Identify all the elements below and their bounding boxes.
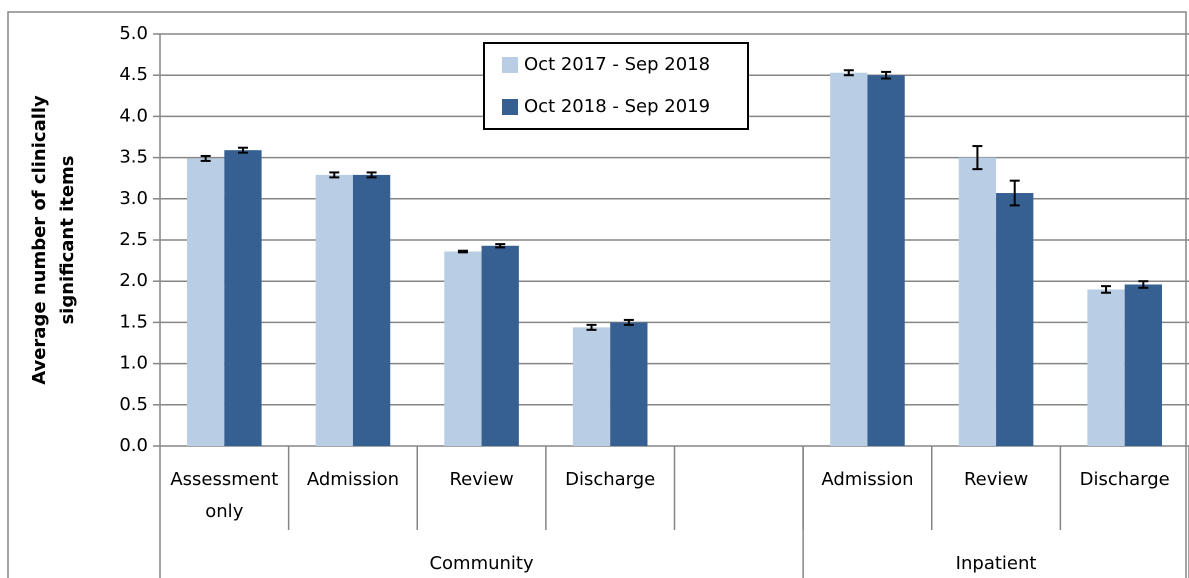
error-bar bbox=[586, 323, 597, 331]
bar bbox=[958, 157, 997, 446]
y-tick-label: 5.0 bbox=[119, 23, 148, 44]
bar bbox=[315, 174, 353, 447]
bar bbox=[224, 150, 262, 446]
chart-border bbox=[7, 11, 1187, 578]
error-bar bbox=[457, 249, 468, 254]
legend-box bbox=[483, 42, 749, 130]
y-tick-label: 3.0 bbox=[119, 188, 148, 209]
x-tick-label: Assessment only bbox=[170, 469, 279, 522]
x-tick-label: Admission bbox=[821, 469, 914, 490]
bar bbox=[481, 245, 519, 446]
bar bbox=[444, 251, 482, 446]
error-bar bbox=[972, 145, 983, 171]
legend-label: Oct 2018 - Sep 2019 bbox=[524, 96, 710, 117]
y-tick-label: 4.5 bbox=[119, 64, 148, 85]
bar bbox=[352, 174, 391, 447]
group-label: Inpatient bbox=[956, 553, 1037, 574]
error-bar bbox=[237, 146, 248, 154]
error-bar bbox=[1138, 280, 1149, 289]
y-tick-label: 0.0 bbox=[119, 435, 148, 456]
x-tick-label: Discharge bbox=[1079, 469, 1170, 490]
y-tick-label: 0.5 bbox=[119, 394, 148, 415]
y-tick-label: 1.5 bbox=[119, 311, 148, 332]
y-axis-label: Average number of clinically bbox=[29, 95, 50, 385]
x-tick-label: Review bbox=[449, 469, 514, 490]
y-tick-label: 4.0 bbox=[119, 105, 148, 126]
error-bar bbox=[495, 243, 506, 249]
y-axis-label: significant items bbox=[57, 155, 78, 324]
bar bbox=[996, 193, 1034, 446]
error-bar bbox=[1009, 179, 1020, 207]
x-tick-label: Discharge bbox=[565, 469, 656, 490]
bar bbox=[830, 72, 868, 446]
legend-swatch bbox=[502, 99, 518, 115]
y-tick-label: 1.0 bbox=[119, 353, 148, 374]
error-bar bbox=[843, 69, 854, 77]
error-bar bbox=[623, 318, 634, 326]
error-bar bbox=[1101, 285, 1112, 294]
x-tick-label: Admission bbox=[306, 469, 399, 490]
error-bar bbox=[200, 154, 211, 162]
bar bbox=[1124, 284, 1162, 446]
error-bar bbox=[881, 70, 892, 80]
x-tick-label: Review bbox=[963, 469, 1029, 490]
bar bbox=[1087, 289, 1125, 446]
y-tick-label: 2.0 bbox=[119, 270, 148, 291]
group-label: Community bbox=[429, 553, 534, 574]
bar bbox=[187, 158, 225, 446]
legend-label: Oct 2017 - Sep 2018 bbox=[524, 54, 710, 75]
bar bbox=[867, 75, 905, 446]
error-bar bbox=[366, 171, 377, 179]
legend-swatch bbox=[502, 57, 518, 73]
y-tick-label: 3.5 bbox=[119, 147, 148, 168]
bar bbox=[610, 322, 648, 446]
error-bar bbox=[329, 171, 340, 179]
bar bbox=[572, 327, 611, 446]
y-tick-label: 2.5 bbox=[119, 229, 148, 250]
